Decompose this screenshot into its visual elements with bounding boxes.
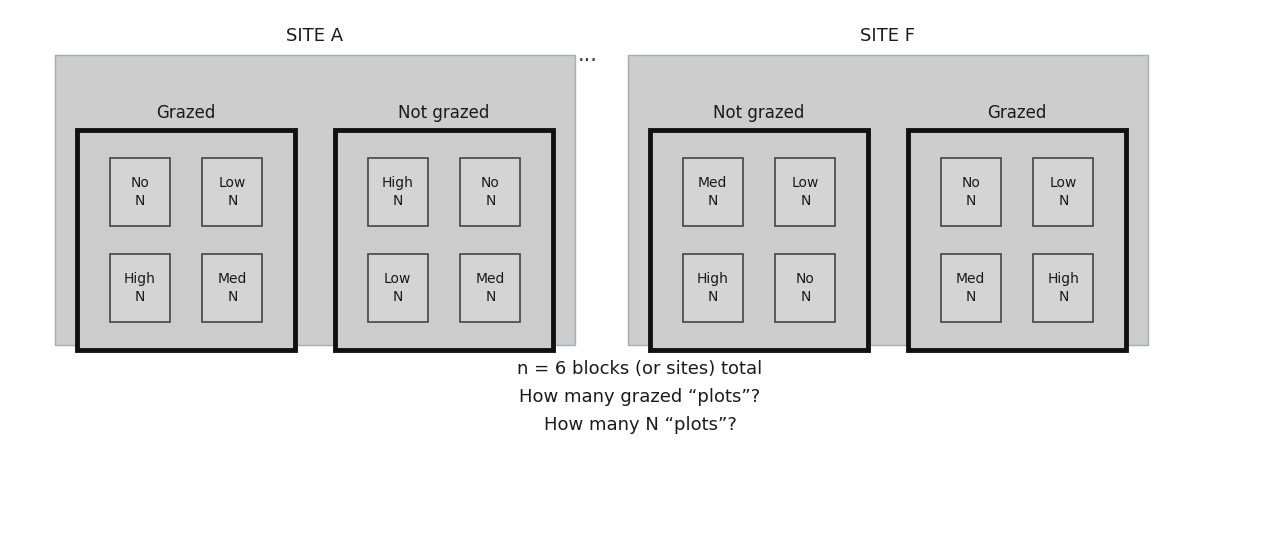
Text: Med
N: Med N [698, 176, 728, 208]
Bar [683, 254, 743, 322]
Text: How many N “plots”?: How many N “plots”? [543, 416, 737, 434]
Bar [940, 158, 1000, 226]
Text: No
N: No N [480, 176, 500, 208]
Text: Med
N: Med N [956, 272, 985, 304]
Bar [110, 158, 169, 226]
Text: Not grazed: Not grazed [398, 104, 489, 122]
Text: High
N: High N [382, 176, 414, 208]
Bar [940, 254, 1000, 322]
Text: Med
N: Med N [475, 272, 505, 304]
Bar [460, 254, 520, 322]
Bar [908, 130, 1126, 350]
Bar [775, 158, 835, 226]
Bar [77, 130, 295, 350]
Text: No
N: No N [796, 272, 815, 304]
Bar [683, 158, 743, 226]
Text: n = 6 blocks (or sites) total: n = 6 blocks (or sites) total [518, 360, 762, 378]
Text: Low
N: Low N [384, 272, 411, 304]
Text: No
N: No N [131, 176, 149, 208]
Bar [368, 158, 428, 226]
Bar [110, 254, 169, 322]
Text: Grazed: Grazed [988, 104, 1047, 122]
Bar [628, 55, 1148, 345]
Text: ...: ... [578, 45, 598, 65]
Bar [202, 158, 263, 226]
Text: Low
N: Low N [219, 176, 246, 208]
Text: High
N: High N [1048, 272, 1080, 304]
Text: Grazed: Grazed [156, 104, 215, 122]
Text: SITE A: SITE A [287, 27, 343, 45]
Text: Low
N: Low N [792, 176, 819, 208]
Bar [649, 130, 869, 350]
Bar [202, 254, 263, 322]
Text: Not grazed: Not grazed [714, 104, 804, 122]
Text: Low
N: Low N [1049, 176, 1077, 208]
Bar [775, 254, 835, 322]
Bar [460, 158, 520, 226]
Bar [1034, 254, 1093, 322]
Bar [1034, 158, 1093, 226]
Bar [55, 55, 575, 345]
Bar [336, 130, 553, 350]
Text: Med
N: Med N [218, 272, 247, 304]
Text: No
N: No N [961, 176, 980, 208]
Text: High
N: High N [124, 272, 155, 304]
Bar [368, 254, 428, 322]
Text: How many grazed “plots”?: How many grazed “plots”? [519, 388, 761, 406]
Text: High
N: High N [697, 272, 729, 304]
Text: SITE F: SITE F [861, 27, 916, 45]
